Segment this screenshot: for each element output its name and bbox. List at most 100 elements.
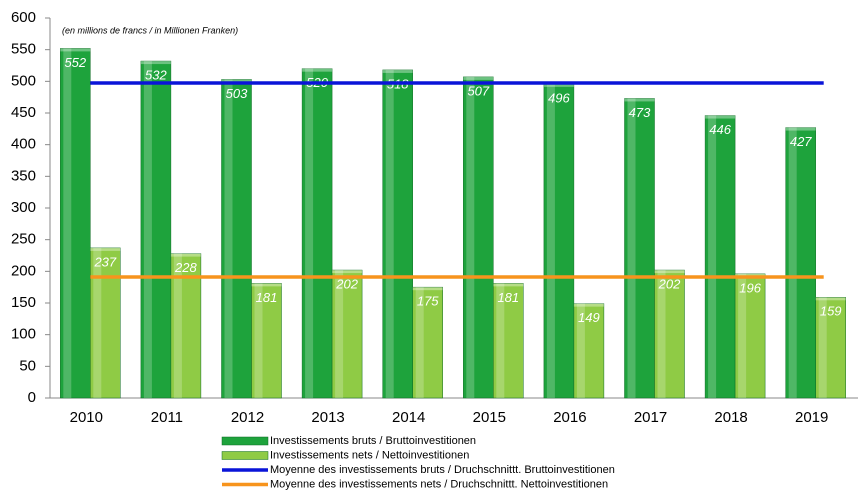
bar-top [221, 79, 252, 83]
bar-shine [546, 83, 555, 398]
bar-top [624, 98, 655, 102]
legend-label: Investissements nets / Nettoinvestitione… [270, 449, 469, 461]
bar-shine [788, 127, 797, 399]
y-tick-label: 200 [11, 262, 36, 279]
y-tick-label: 500 [11, 72, 36, 89]
chart-subtitle: (en millions de francs / in Millionen Fr… [62, 25, 238, 35]
bar-shine [496, 283, 505, 398]
bar-shine [657, 270, 666, 398]
bar [412, 286, 443, 399]
y-tick-label: 600 [11, 9, 36, 26]
bar-shine [576, 303, 585, 398]
bar-shine [93, 247, 102, 398]
x-tick-label: 2013 [311, 409, 344, 426]
y-tick-label: 550 [11, 41, 36, 58]
x-tick-label: 2010 [70, 409, 103, 426]
bar [221, 79, 252, 399]
bar [463, 76, 494, 399]
value-label: 202 [658, 277, 681, 292]
bar-shine [305, 68, 314, 399]
bar-shine [708, 115, 717, 399]
y-tick-label: 150 [11, 294, 36, 311]
bar-top [302, 68, 333, 72]
x-tick-label: 2011 [151, 409, 183, 426]
value-label: 446 [709, 122, 731, 137]
bar [704, 115, 736, 399]
bar [90, 247, 121, 399]
bar-top [705, 115, 736, 119]
value-label: 473 [629, 105, 651, 120]
value-label: 427 [790, 134, 812, 149]
bar [60, 48, 91, 399]
bar [624, 98, 655, 399]
value-label: 181 [497, 290, 519, 305]
bar-top [463, 76, 494, 80]
value-label: 507 [467, 83, 489, 98]
value-label: 196 [739, 280, 761, 295]
value-label: 228 [174, 260, 197, 275]
value-label: 181 [256, 290, 278, 305]
bar [543, 83, 575, 399]
bar [815, 297, 846, 399]
bar-top [90, 247, 121, 251]
bar-top [573, 303, 604, 307]
bar [573, 303, 605, 399]
bar-top [251, 283, 282, 287]
value-label: 175 [417, 294, 439, 309]
bar-shine [627, 98, 636, 398]
bar [785, 127, 816, 399]
y-tick-label: 100 [11, 326, 36, 343]
y-tick-label: 300 [11, 199, 36, 216]
bar [251, 283, 282, 399]
x-tick-label: 2015 [473, 409, 506, 426]
x-tick-label: 2014 [392, 409, 425, 426]
bar [331, 269, 363, 399]
bar-top [382, 69, 413, 73]
y-tick-label: 250 [11, 231, 36, 248]
bar-shine [63, 48, 72, 399]
value-label: 496 [548, 90, 570, 105]
x-tick-label: 2018 [714, 409, 747, 426]
value-label: 532 [145, 68, 167, 83]
bar-shine [173, 253, 182, 398]
value-label: 149 [578, 310, 600, 325]
bar-top [60, 48, 91, 52]
bar-shine [738, 273, 747, 398]
y-tick-label: 450 [11, 104, 36, 121]
bar-top [543, 83, 574, 87]
bar-top [654, 270, 685, 274]
bar-top [785, 127, 816, 131]
bar [301, 68, 333, 399]
y-tick-label: 350 [11, 167, 36, 184]
y-tick-label: 50 [19, 357, 36, 374]
bar-shine [466, 76, 475, 399]
y-tick-label: 0 [28, 389, 36, 406]
bar-top [332, 270, 363, 274]
bar-shine [224, 79, 233, 398]
legend-label: Moyenne des investissements bruts / Druc… [270, 464, 615, 476]
bar [654, 269, 685, 399]
legend-label: Investissements bruts / Bruttoinvestitio… [270, 435, 476, 447]
bar-top [493, 283, 524, 287]
y-tick-label: 400 [11, 136, 36, 153]
bar-top [815, 297, 846, 301]
value-label: 237 [93, 254, 116, 269]
legend-swatch [221, 451, 269, 460]
bar-top [170, 253, 201, 257]
legend-swatch [221, 436, 269, 446]
x-tick-label: 2019 [795, 409, 828, 426]
bar [734, 273, 766, 399]
bar [493, 283, 524, 399]
value-label: 202 [335, 277, 358, 292]
bar [382, 69, 413, 399]
x-tick-label: 2012 [231, 409, 264, 426]
bar-shine [385, 69, 394, 398]
bar-top [140, 61, 171, 65]
x-tick-label: 2016 [553, 409, 586, 426]
value-label: 552 [64, 55, 86, 70]
bar-shine [254, 283, 263, 398]
bar-shine [143, 61, 152, 399]
legend-label: Moyenne des investissements nets / Druch… [270, 478, 608, 490]
x-tick-label: 2017 [634, 409, 667, 426]
